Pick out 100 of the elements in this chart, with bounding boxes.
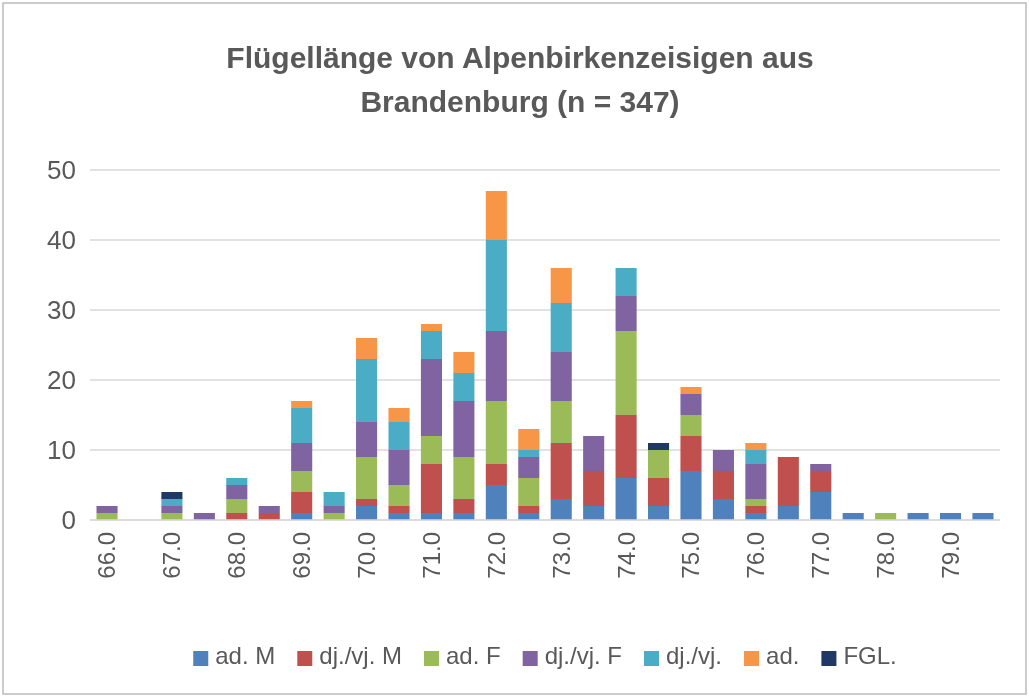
x-tick-label: 79.0 xyxy=(936,532,964,579)
bar xyxy=(680,387,702,394)
x-tick-label: 74.0 xyxy=(612,532,640,579)
bar xyxy=(388,408,410,422)
bar xyxy=(453,457,475,499)
bar xyxy=(680,415,702,436)
bar xyxy=(420,331,442,359)
bar xyxy=(291,492,313,513)
bar xyxy=(745,506,767,513)
y-tick-label: 0 xyxy=(61,504,76,535)
legend-label: ad. xyxy=(766,642,800,669)
bar xyxy=(518,478,540,506)
bar xyxy=(388,450,410,485)
bar xyxy=(291,408,313,443)
bar xyxy=(485,401,507,464)
bar xyxy=(648,478,670,506)
y-tick-label: 10 xyxy=(47,434,76,465)
bar xyxy=(680,394,702,415)
bar xyxy=(323,492,345,506)
bar xyxy=(745,464,767,499)
bar xyxy=(712,471,734,499)
bar xyxy=(583,506,605,520)
bar xyxy=(518,506,540,513)
bar xyxy=(550,401,572,443)
bar xyxy=(712,499,734,520)
bar xyxy=(356,457,378,499)
x-tick-label: 67.0 xyxy=(158,532,186,579)
bar xyxy=(745,443,767,450)
bar xyxy=(648,443,670,450)
bar xyxy=(810,464,832,471)
bar xyxy=(453,499,475,513)
bar xyxy=(323,506,345,513)
x-tick-label: 77.0 xyxy=(807,532,835,579)
bar xyxy=(161,506,183,513)
bar xyxy=(550,268,572,303)
bar xyxy=(161,492,183,499)
bar xyxy=(161,499,183,506)
y-tick-label: 50 xyxy=(47,154,76,185)
bar xyxy=(388,485,410,506)
legend-label: dj./vj. F xyxy=(544,642,623,669)
bar xyxy=(420,359,442,436)
legend-label: ad. F xyxy=(445,642,501,669)
bar xyxy=(420,324,442,331)
bar xyxy=(615,296,637,331)
x-tick-label: 75.0 xyxy=(677,532,705,579)
bar xyxy=(356,422,378,457)
bar xyxy=(485,191,507,240)
bar xyxy=(518,457,540,478)
bar xyxy=(810,492,832,520)
bar xyxy=(583,436,605,471)
bar xyxy=(518,450,540,457)
bar xyxy=(745,450,767,464)
bar xyxy=(388,506,410,513)
bar xyxy=(615,415,637,478)
bar xyxy=(356,359,378,422)
bar xyxy=(680,436,702,471)
bar xyxy=(777,457,799,506)
bar xyxy=(420,436,442,464)
bar xyxy=(615,478,637,520)
bar xyxy=(615,331,637,415)
bar xyxy=(291,471,313,492)
bar xyxy=(485,485,507,520)
bar xyxy=(291,401,313,408)
chart-title: Flügellänge von Alpenbirkenzeisigen aus Brandenburg (n = 347) xyxy=(226,41,814,118)
bar xyxy=(777,506,799,520)
legend-label: FGL. xyxy=(843,642,897,669)
x-tick-label: 72.0 xyxy=(482,532,510,579)
y-tick-label: 30 xyxy=(47,294,76,325)
x-tick-label: 73.0 xyxy=(547,532,575,579)
bar xyxy=(810,471,832,492)
x-tick-label: 69.0 xyxy=(288,532,316,579)
y-tick-label: 40 xyxy=(47,224,76,255)
bar xyxy=(96,506,118,513)
bar xyxy=(420,464,442,513)
bar xyxy=(485,331,507,401)
bar xyxy=(485,464,507,485)
bar xyxy=(453,401,475,457)
y-tick-label: 20 xyxy=(47,364,76,395)
x-tick-label: 68.0 xyxy=(223,532,251,579)
bar xyxy=(550,352,572,401)
bar xyxy=(485,240,507,331)
bar xyxy=(291,443,313,471)
bar xyxy=(583,471,605,506)
bar xyxy=(550,499,572,520)
bar xyxy=(258,506,280,513)
bar xyxy=(356,506,378,520)
legend-label: ad. M xyxy=(215,642,276,669)
x-tick-label: 78.0 xyxy=(872,532,900,579)
x-tick-label: 70.0 xyxy=(352,532,380,579)
bar xyxy=(550,443,572,499)
bar xyxy=(453,352,475,373)
bar xyxy=(712,450,734,471)
bar xyxy=(648,450,670,478)
bar xyxy=(680,471,702,520)
x-tick-label: 71.0 xyxy=(417,532,445,579)
legend-label: dj./vj. M xyxy=(319,642,402,669)
bar xyxy=(226,478,248,485)
bar xyxy=(615,268,637,296)
bar xyxy=(550,303,572,352)
legend-label: dj./vj. xyxy=(666,642,723,669)
